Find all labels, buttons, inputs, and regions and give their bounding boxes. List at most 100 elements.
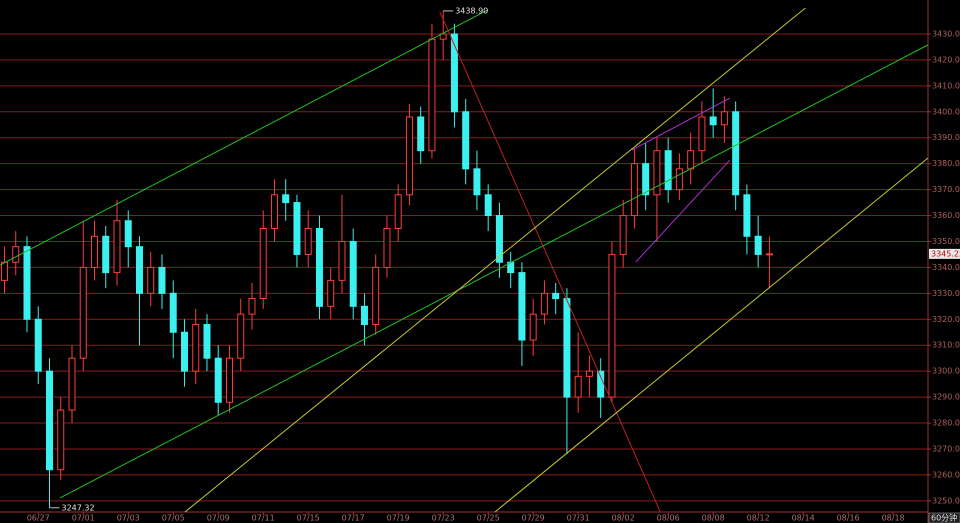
candle-body — [428, 38, 436, 152]
trend-line — [0, 9, 489, 266]
y-tick-label: 3310.00 — [932, 341, 960, 350]
candle-body — [462, 111, 470, 170]
candle-body — [653, 150, 661, 196]
x-tick-label: 07/31 — [567, 514, 590, 523]
x-tick-label: 07/25 — [477, 514, 500, 523]
x-tick-label: 06/27 — [27, 514, 50, 523]
x-tick-label: 08/06 — [657, 514, 680, 523]
candle-body — [664, 150, 672, 191]
candle-body — [349, 240, 357, 307]
candle-body — [192, 323, 200, 372]
candle-body — [405, 116, 413, 196]
candle-body — [169, 292, 177, 333]
trend-line — [494, 157, 929, 513]
candle-body — [765, 253, 773, 256]
candle-body — [135, 246, 143, 294]
y-tick-label: 3390.00 — [932, 133, 960, 142]
candle-body — [552, 292, 560, 300]
candle-body — [180, 331, 188, 372]
timeframe-box — [928, 512, 960, 523]
y-tick-label: 3260.00 — [932, 470, 960, 479]
candle-body — [79, 266, 87, 359]
x-tick-label: 07/17 — [342, 514, 365, 523]
candle-body — [102, 235, 110, 274]
timeframe-label: 60分钟 — [931, 513, 957, 523]
candle-body — [608, 253, 616, 398]
candle-body — [248, 298, 256, 315]
candle-body — [484, 194, 492, 217]
y-tick-label: 3420.00 — [932, 55, 960, 64]
candle-body — [158, 266, 166, 294]
candle-body — [304, 228, 312, 255]
x-tick-label: 07/15 — [297, 514, 320, 523]
candle-body — [473, 168, 481, 196]
x-tick-label: 07/19 — [387, 514, 410, 523]
candle-body — [675, 168, 683, 191]
candle-body — [732, 111, 740, 196]
y-tick-label: 3250.00 — [932, 496, 960, 505]
candle-body — [518, 272, 526, 341]
current-price-box — [929, 248, 960, 259]
trend-line — [631, 97, 731, 151]
x-tick-label: 07/03 — [117, 514, 140, 523]
candle-body — [12, 246, 20, 263]
candle-body — [597, 370, 605, 398]
annotation-label: 3247.32 — [61, 503, 94, 512]
x-tick-label: 07/05 — [162, 514, 185, 523]
candle-body — [495, 215, 503, 263]
candle-body — [698, 116, 706, 152]
y-tick-label: 3410.00 — [932, 81, 960, 90]
trend-line — [184, 7, 806, 513]
candle-body — [754, 235, 762, 255]
candle-body — [203, 323, 211, 359]
x-tick-label: 07/01 — [72, 514, 95, 523]
y-tick-label: 3290.00 — [932, 393, 960, 402]
candle-body — [147, 266, 155, 294]
candle-body — [563, 298, 571, 398]
x-tick-label: 08/12 — [747, 514, 770, 523]
candle-body — [687, 150, 695, 170]
current-price-label: 3345.22 — [931, 249, 960, 258]
candle-body — [327, 279, 335, 307]
candle-body — [630, 163, 638, 217]
x-tick-label: 07/23 — [432, 514, 455, 523]
candle-body — [743, 194, 751, 237]
candle-body — [259, 228, 267, 300]
x-tick-label: 07/29 — [522, 514, 545, 523]
candle-body — [0, 261, 8, 281]
candle-body — [68, 357, 76, 411]
y-tick-label: 3400.00 — [932, 107, 960, 116]
candle-body — [417, 116, 425, 152]
candle-body — [214, 357, 222, 403]
candle-body — [540, 292, 548, 315]
y-tick-label: 3340.00 — [932, 263, 960, 272]
y-tick-label: 3360.00 — [932, 211, 960, 220]
candle-body — [394, 194, 402, 230]
candle-body — [529, 313, 537, 341]
x-tick-label: 08/16 — [837, 514, 860, 523]
candle-body — [439, 33, 447, 40]
y-tick-label: 3320.00 — [932, 315, 960, 324]
candle-body — [23, 246, 31, 320]
candle-body — [57, 409, 65, 471]
y-tick-label: 3370.00 — [932, 185, 960, 194]
candle-body — [574, 375, 582, 398]
candle-body — [293, 202, 301, 255]
candle-body — [124, 220, 132, 248]
candle-body — [372, 266, 380, 325]
x-tick-label: 07/11 — [252, 514, 275, 523]
candle-body — [450, 33, 458, 113]
x-tick-label: 07/09 — [207, 514, 230, 523]
trend-line — [439, 11, 661, 513]
candle-body — [315, 228, 323, 307]
y-tick-label: 3280.00 — [932, 419, 960, 428]
candle-body — [225, 357, 233, 403]
candle-body — [45, 370, 53, 471]
candle-body — [338, 240, 346, 281]
candle-body — [619, 215, 627, 255]
x-tick-label: 08/14 — [792, 514, 815, 523]
annotation-label: 3438.90 — [455, 6, 488, 15]
